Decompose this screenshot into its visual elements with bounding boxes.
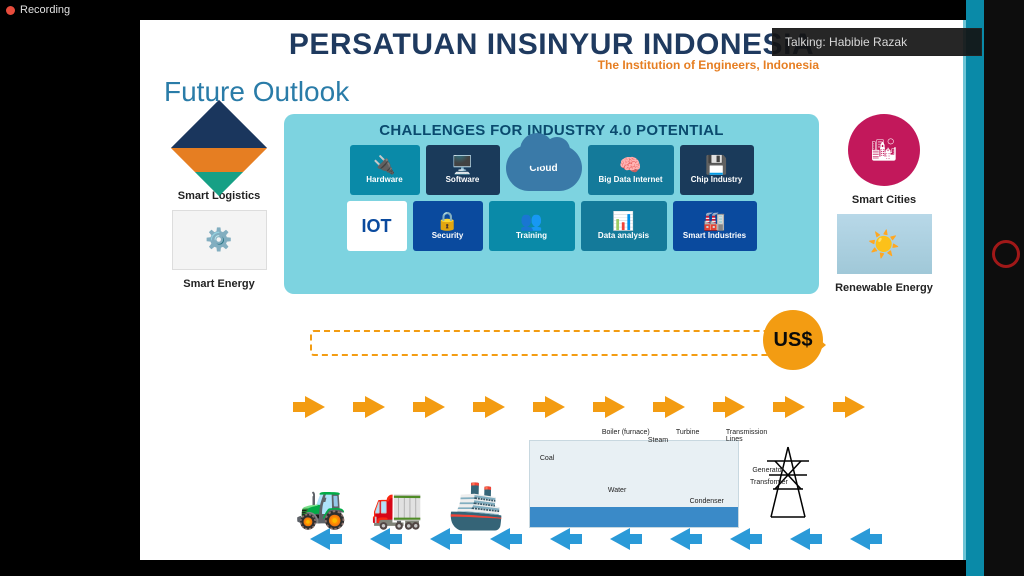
section-heading: Future Outlook: [164, 76, 939, 108]
tile-icon: 🔌: [373, 156, 395, 174]
tile-label: Chip Industry: [691, 175, 743, 184]
logistics-diamond-icon: [171, 100, 267, 196]
left-column: Smart Logistics ⚙️ Smart Energy: [164, 114, 274, 294]
orange-arrow-icon: [785, 396, 805, 418]
challenge-tile: 🔒Security: [413, 201, 483, 251]
challenge-tile: 📊Data analysis: [581, 201, 667, 251]
plant-condenser-label: Condenser: [690, 498, 724, 505]
iot-tile: IOT: [347, 201, 407, 251]
orange-arrow-icon: [305, 396, 325, 418]
camera-ring-icon: [992, 240, 1020, 268]
blue-arrow-icon: [310, 528, 330, 550]
blue-arrow-icon: [370, 528, 390, 550]
tile-icon: 👥: [520, 212, 542, 230]
orange-arrow-icon: [365, 396, 385, 418]
cargo-ship-icon: 🚢: [448, 482, 505, 528]
tile-label: Big Data Internet: [598, 175, 662, 184]
challenges-title: CHALLENGES FOR INDUSTRY 4.0 POTENTIAL: [296, 122, 807, 139]
recording-label: Recording: [20, 4, 70, 16]
content-row: Smart Logistics ⚙️ Smart Energy CHALLENG…: [164, 114, 939, 294]
challenge-tile: 👥Training: [489, 201, 575, 251]
smart-energy-label: Smart Energy: [183, 278, 255, 290]
plant-water-label: Water: [608, 487, 626, 494]
tile-icon: 🔒: [436, 212, 458, 230]
blue-arrow-icon: [850, 528, 870, 550]
usd-circle: US$: [763, 310, 823, 370]
tile-row-1: 🔌Hardware🖥️SoftwareCloud🧠Big Data Intern…: [296, 145, 807, 195]
plant-transmission-label: Transmission Lines: [726, 429, 786, 443]
tile-label: Smart Industries: [683, 231, 746, 240]
orange-arrow-icon: [725, 396, 745, 418]
right-column: 🏙 Smart Cities ☀️ Renewable Energy: [829, 114, 939, 294]
renewable-energy-label: Renewable Energy: [835, 282, 933, 294]
tile-icon: 📊: [612, 212, 634, 230]
recording-dot-icon: [6, 6, 15, 15]
recording-badge: Recording: [6, 4, 70, 16]
orange-arrow-icon: [545, 396, 565, 418]
plant-boiler-label: Boiler (furnace): [602, 429, 650, 436]
blue-arrow-icon: [670, 528, 690, 550]
plant-turbine-label: Turbine: [676, 429, 699, 436]
challenge-tile: 🖥️Software: [426, 145, 500, 195]
blue-arrow-icon: [790, 528, 810, 550]
blue-arrow-icon: [550, 528, 570, 550]
orange-arrow-icon: [845, 396, 865, 418]
orange-arrow-icon: [485, 396, 505, 418]
blue-arrow-icon: [730, 528, 750, 550]
power-plant-diagram: Boiler (furnace) Coal Steam Turbine Tran…: [529, 440, 739, 528]
talking-label: Talking: Habibie Razak: [785, 35, 907, 49]
blue-arrow-icon: [610, 528, 630, 550]
plant-steam-label: Steam: [648, 437, 668, 444]
challenges-panel: CHALLENGES FOR INDUSTRY 4.0 POTENTIAL 🔌H…: [284, 114, 819, 294]
renewable-energy-icon: ☀️: [837, 214, 932, 274]
tile-icon: 🏭: [703, 212, 725, 230]
smart-cities-label: Smart Cities: [852, 194, 916, 206]
blue-arrow-icon: [490, 528, 510, 550]
cloud-tile: Cloud: [506, 145, 582, 191]
orange-arrow-icon: [425, 396, 445, 418]
plant-transformer-label: Transformer: [750, 479, 788, 486]
transmission-tower-icon: [763, 445, 813, 528]
challenge-tile: 🔌Hardware: [350, 145, 420, 195]
industrial-row: 🚜 🚛 🚢 Boiler (furnace) Coal Steam Turbin…: [295, 418, 1024, 528]
excavator-icon: 🚜: [295, 486, 347, 528]
challenge-tile: 🏭Smart Industries: [673, 201, 757, 251]
tile-label: Data analysis: [598, 231, 649, 240]
tile-label: Software: [446, 175, 480, 184]
orange-arrow-row: [305, 396, 865, 418]
orange-arrow-icon: [605, 396, 625, 418]
usd-label: US$: [774, 329, 813, 352]
blue-arrow-icon: [430, 528, 450, 550]
challenge-tile: 💾Chip Industry: [680, 145, 754, 195]
tile-label: Training: [516, 231, 547, 240]
dashed-flow-arrow-icon: [310, 330, 810, 356]
talking-overlay: Talking: Habibie Razak: [772, 28, 982, 56]
tile-icon: 🧠: [619, 156, 641, 174]
tile-label: Hardware: [366, 175, 402, 184]
plant-generator-label: Generator: [752, 467, 784, 474]
dump-truck-icon: 🚛: [371, 486, 423, 528]
tile-label: Security: [432, 231, 464, 240]
plant-coal-label: Coal: [540, 455, 554, 462]
smart-energy-icon: ⚙️: [172, 210, 267, 270]
tile-icon: 🖥️: [451, 156, 473, 174]
blue-arrow-row: [310, 528, 870, 550]
orange-arrow-icon: [665, 396, 685, 418]
challenge-tile: 🧠Big Data Internet: [588, 145, 674, 195]
presentation-slide: PERSATUAN INSINYUR INDONESIA The Institu…: [140, 20, 966, 560]
smart-cities-icon: 🏙: [848, 114, 920, 186]
tile-row-2: IOT🔒Security👥Training📊Data analysis🏭Smar…: [296, 201, 807, 251]
tile-icon: 💾: [705, 156, 727, 174]
